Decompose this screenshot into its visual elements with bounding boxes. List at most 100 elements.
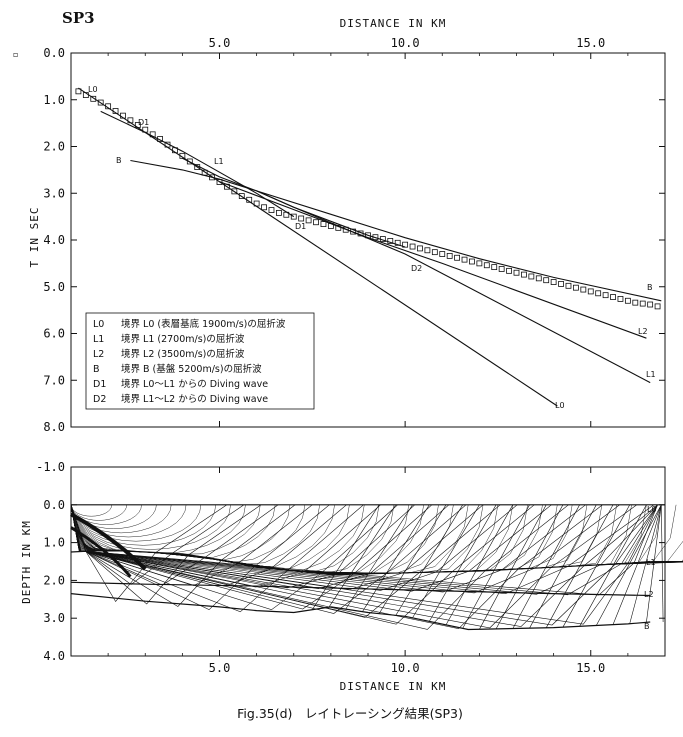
observed-point bbox=[535, 275, 542, 282]
legend: L0 境界 L0 (表層基底 1900m/s)の屈折波 L1 境界 L1 (27… bbox=[85, 312, 315, 410]
top-x-tick-label: 15.0 bbox=[576, 36, 605, 50]
origin-marker: ▫ bbox=[13, 50, 18, 59]
ray-bundle bbox=[70, 526, 132, 578]
bottom-y-tick-label: -1.0 bbox=[36, 460, 65, 474]
observed-point bbox=[305, 217, 312, 224]
observed-point bbox=[573, 284, 579, 291]
ray-path bbox=[70, 504, 202, 542]
curve-label-L1-end: L1 bbox=[646, 370, 656, 379]
top-y-tick-label: 3.0 bbox=[43, 186, 65, 200]
observed-point bbox=[409, 243, 416, 250]
top-y-tick-label: 4.0 bbox=[43, 233, 65, 247]
ray-path bbox=[395, 504, 463, 616]
observed-point bbox=[275, 209, 282, 216]
observed-point bbox=[394, 239, 401, 246]
observed-point bbox=[498, 266, 505, 272]
ray-path bbox=[612, 504, 662, 625]
observed-point bbox=[417, 245, 423, 252]
ray-path bbox=[629, 504, 662, 624]
ray-path bbox=[579, 504, 647, 627]
curve-D2 bbox=[256, 190, 406, 248]
observed-point bbox=[75, 88, 82, 95]
ray-path bbox=[661, 504, 664, 623]
curve-B bbox=[130, 159, 662, 302]
bottom-y-tick-label: 4.0 bbox=[43, 649, 65, 663]
ray-path bbox=[70, 504, 683, 575]
ray-path bbox=[70, 504, 157, 529]
legend-text-L2: 境界 L2 (3500m/s)の屈折波 bbox=[121, 348, 245, 360]
observed-point bbox=[461, 256, 468, 263]
ray-path bbox=[70, 504, 658, 596]
raypath-panel: 5.0 10.0 15.0-1.00.01.02.03.04.0 L0 L1 L2 … bbox=[20, 460, 683, 693]
observed-point bbox=[476, 260, 483, 267]
observed-point bbox=[454, 254, 461, 261]
top-y-tick-label: 0.0 bbox=[43, 46, 65, 60]
ray-path bbox=[70, 504, 231, 550]
top-x-tick-label: 5.0 bbox=[209, 36, 231, 50]
observed-point bbox=[506, 267, 512, 274]
bottom-x-tick-label: 15.0 bbox=[576, 661, 605, 675]
bottom-y-tick-label: 1.0 bbox=[43, 536, 65, 550]
legend-text-D1: 境界 L0～L1 からの Diving wave bbox=[121, 378, 268, 390]
curve-label-D1-left: D1 bbox=[138, 118, 149, 127]
curve-label-B-left: B bbox=[116, 156, 122, 165]
curve-label-B-end: B bbox=[647, 283, 653, 292]
observed-point bbox=[565, 282, 572, 289]
station-label: SP3 bbox=[62, 9, 95, 27]
ray-path bbox=[479, 504, 547, 630]
ray-path bbox=[70, 504, 683, 575]
ray-path bbox=[445, 504, 514, 626]
observed-point bbox=[550, 279, 557, 285]
top-y-tick-label: 7.0 bbox=[43, 373, 65, 387]
bottom-x-tick-label: 10.0 bbox=[391, 661, 420, 675]
boundary-label-L0: L0 bbox=[647, 505, 657, 514]
curve-L0 bbox=[78, 87, 558, 407]
observed-point bbox=[624, 297, 631, 304]
top-y-tick-label: 1.0 bbox=[43, 93, 65, 107]
observed-point bbox=[402, 241, 409, 248]
curve-label-L0-end: L0 bbox=[555, 401, 565, 410]
curve-label-L0-start: L0 bbox=[88, 85, 98, 94]
observed-point bbox=[654, 303, 661, 310]
observed-point bbox=[439, 251, 446, 257]
ray-path bbox=[462, 504, 530, 629]
curve-D1 bbox=[100, 110, 295, 218]
observed-point bbox=[446, 252, 453, 259]
observed-point bbox=[558, 281, 564, 287]
curve-label-L1-mid: L1 bbox=[214, 157, 224, 166]
observed-point bbox=[602, 292, 609, 299]
legend-text-B: 境界 B (基盤 5200m/s)の屈折波 bbox=[121, 363, 262, 375]
curve-L2 bbox=[219, 181, 647, 339]
ray-path bbox=[70, 504, 113, 517]
top-y-tick-label: 5.0 bbox=[43, 280, 65, 294]
observed-point bbox=[90, 95, 97, 102]
ray-path bbox=[70, 504, 454, 575]
observed-point bbox=[528, 273, 535, 280]
legend-box bbox=[85, 312, 315, 410]
legend-key-D1: D1 bbox=[93, 379, 106, 390]
observed-point bbox=[261, 204, 267, 211]
top-y-tick-label: 6.0 bbox=[43, 327, 65, 341]
observed-point bbox=[298, 215, 305, 222]
observed-point bbox=[469, 258, 475, 265]
observed-point bbox=[610, 294, 616, 300]
curve-label-L2-end: L2 bbox=[638, 327, 648, 336]
ray-paths bbox=[70, 504, 683, 630]
top-x-tick-label: 10.0 bbox=[391, 36, 420, 50]
top-y-axis-label: T IN SEC bbox=[28, 207, 41, 268]
ray-path bbox=[512, 504, 580, 629]
ray-path bbox=[495, 504, 564, 630]
bottom-y-axis-label: DEPTH IN KM bbox=[20, 520, 33, 604]
legend-key-L2: L2 bbox=[93, 349, 104, 360]
observed-point bbox=[587, 288, 594, 295]
bottom-x-tick-label: 5.0 bbox=[209, 661, 231, 675]
bottom-y-tick-label: 2.0 bbox=[43, 573, 65, 587]
observed-point bbox=[632, 299, 639, 306]
ray-path bbox=[562, 504, 630, 628]
ray-path bbox=[70, 504, 279, 586]
legend-text-D2: 境界 L1～L2 からの Diving wave bbox=[121, 393, 268, 405]
top-y-tick-label: 8.0 bbox=[43, 420, 65, 434]
observed-point bbox=[320, 221, 327, 228]
ray-path bbox=[345, 504, 413, 610]
boundary-L1 bbox=[70, 549, 651, 576]
